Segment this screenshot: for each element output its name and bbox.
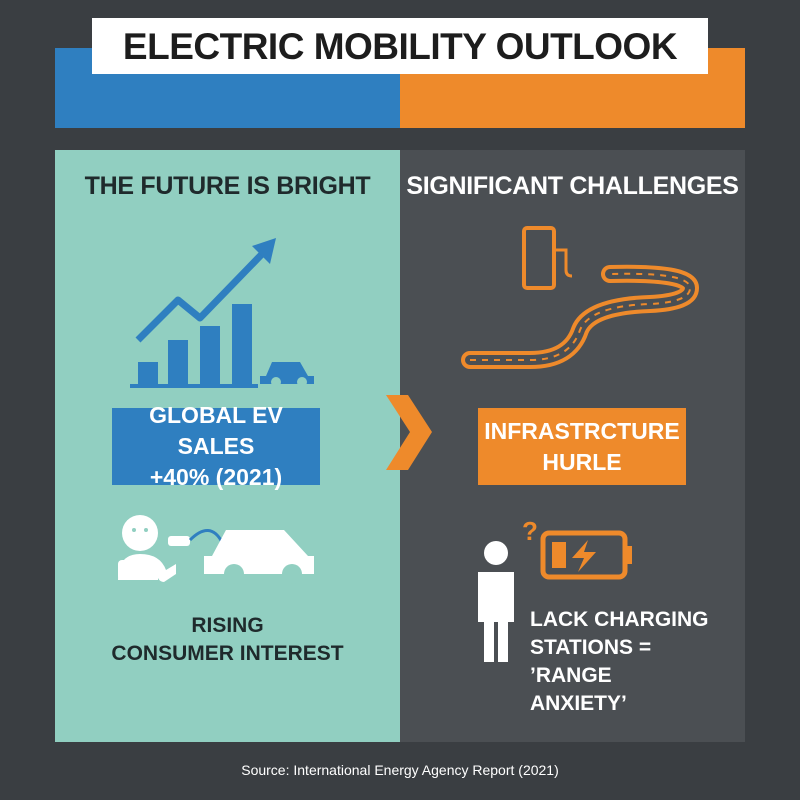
anxiety-icon: ? xyxy=(478,516,632,662)
consumer-icon xyxy=(118,515,314,584)
road-icon xyxy=(461,226,700,369)
caption-line: STATIONS = xyxy=(530,636,652,659)
right-heading: SIGNIFICANT CHALLENGES xyxy=(406,172,739,200)
source-note: Source: International Energy Agency Repo… xyxy=(241,762,559,778)
caption-line: LACK CHARGING xyxy=(530,608,709,631)
caption-line: CONSUMER INTEREST xyxy=(111,642,344,665)
left-caption: RISING CONSUMER INTEREST xyxy=(55,612,400,668)
highlight-line: INFRASTRCTURE xyxy=(484,417,680,444)
caption-line: ’RANGE ANXIETY’ xyxy=(530,664,627,715)
chevron xyxy=(386,395,432,470)
left-highlight: GLOBAL EV SALES +40% (2021) xyxy=(112,402,320,490)
caption-line: RISING xyxy=(191,614,264,637)
highlight-line: GLOBAL EV SALES xyxy=(149,402,283,459)
svg-text:?: ? xyxy=(522,516,538,546)
left-heading: THE FUTURE IS BRIGHT xyxy=(84,172,371,200)
right-caption: LACK CHARGING STATIONS = ’RANGE ANXIETY’ xyxy=(530,606,710,718)
highlight-line: +40% (2021) xyxy=(149,464,283,490)
title: ELECTRIC MOBILITY OUTLOOK xyxy=(92,18,708,74)
highlight-line: HURLE xyxy=(542,448,622,475)
growth-chart-icon xyxy=(130,238,314,388)
right-highlight: INFRASTRCTURE HURLE xyxy=(478,408,686,485)
